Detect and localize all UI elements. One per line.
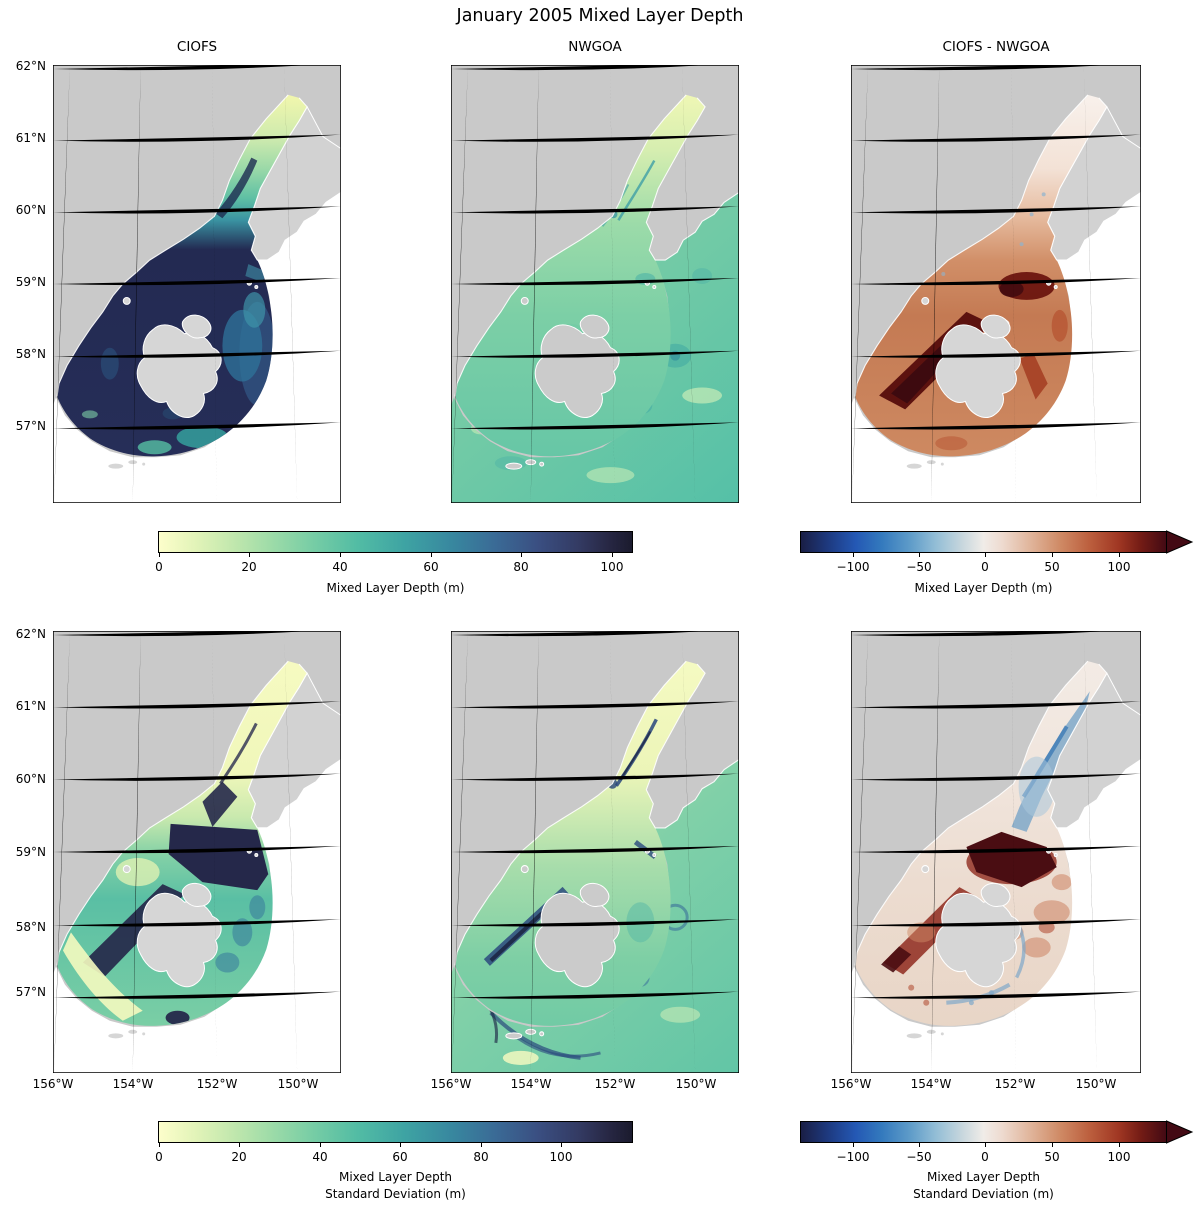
map-panel-ciofs-mean bbox=[53, 65, 341, 503]
colorbar-tickmark bbox=[853, 553, 854, 557]
colorbar-tickmark bbox=[919, 553, 920, 557]
colorbar-label-mld: Mixed Layer Depth (m) bbox=[326, 581, 465, 595]
lon-tick: 154°W bbox=[510, 1077, 552, 1091]
map-panel-nwgoa-mean bbox=[451, 65, 739, 503]
colorbar-label-mld-std-diff-line1: Mixed Layer Depth bbox=[926, 1170, 1041, 1184]
colorbar-tick-label: 50 bbox=[1044, 560, 1060, 574]
map-panel-ciofs-std bbox=[53, 631, 341, 1073]
colorbar-tickmark bbox=[1052, 1143, 1053, 1147]
colorbar-tick-label: 20 bbox=[231, 1150, 247, 1164]
colorbar-tick-label: 40 bbox=[312, 1150, 328, 1164]
lon-tick: 156°W bbox=[32, 1077, 74, 1091]
lat-tick: 57°N bbox=[15, 419, 46, 433]
colorbar-tickmark bbox=[159, 1143, 160, 1147]
lon-tick: 150°W bbox=[277, 1077, 319, 1091]
colorbar-label-mld-std-line1: Mixed Layer Depth bbox=[338, 1170, 453, 1184]
colorbar-label-mld-diff: Mixed Layer Depth (m) bbox=[914, 581, 1053, 595]
lat-tick: 61°N bbox=[15, 131, 46, 145]
lat-tick: 59°N bbox=[15, 275, 46, 289]
colorbar-mld-std bbox=[158, 1121, 633, 1143]
lon-tick: 152°W bbox=[196, 1077, 238, 1091]
map-panel-nwgoa-std bbox=[451, 631, 739, 1073]
figure-title: January 2005 Mixed Layer Depth bbox=[456, 6, 744, 26]
colorbar-tick-label: −50 bbox=[906, 560, 932, 574]
lon-tick: 152°W bbox=[994, 1077, 1036, 1091]
colorbar-tickmark bbox=[985, 1143, 986, 1147]
colorbar-tick-label: 40 bbox=[332, 560, 348, 574]
lon-tick: 156°W bbox=[430, 1077, 472, 1091]
colorbar-tickmark bbox=[239, 1143, 240, 1147]
lat-tick: 57°N bbox=[15, 985, 46, 999]
lat-tick: 60°N bbox=[15, 772, 46, 786]
colorbar-tickmark bbox=[481, 1143, 482, 1147]
lat-tick: 58°N bbox=[15, 347, 46, 361]
map-diff-mean bbox=[851, 65, 1141, 503]
colorbar-tickmark bbox=[159, 553, 160, 557]
lat-tick: 58°N bbox=[15, 920, 46, 934]
colorbar-tickmark bbox=[919, 1143, 920, 1147]
lat-tick: 59°N bbox=[15, 845, 46, 859]
colorbar-tickmark bbox=[521, 553, 522, 557]
colorbar-tickmark bbox=[1119, 553, 1120, 557]
mld-field-texture bbox=[81, 157, 276, 455]
colorbar-mld-diff bbox=[800, 531, 1167, 553]
lon-tick: 150°W bbox=[675, 1077, 717, 1091]
map-panel-diff-mean bbox=[851, 65, 1141, 503]
colorbar-mld bbox=[158, 531, 633, 553]
colorbar-label-mld-std-line2: Standard Deviation (m) bbox=[325, 1187, 466, 1201]
map-ciofs-mean bbox=[53, 65, 341, 503]
map-panel-diff-std bbox=[851, 631, 1141, 1073]
colorbar-tick-label: −100 bbox=[836, 560, 870, 574]
map-nwgoa-mean bbox=[451, 65, 739, 503]
colorbar-mld-std-diff bbox=[800, 1121, 1167, 1143]
colorbar-tickmark bbox=[612, 553, 613, 557]
lon-tick: 150°W bbox=[1075, 1077, 1117, 1091]
panel-title-ciofs: CIOFS bbox=[176, 39, 218, 55]
colorbar-tickmark bbox=[853, 1143, 854, 1147]
colorbar-tick-label: 0 bbox=[155, 1150, 163, 1164]
colorbar-tickmark bbox=[561, 1143, 562, 1147]
colorbar-tickmark bbox=[431, 553, 432, 557]
colorbar-tick-label: 60 bbox=[423, 560, 439, 574]
lon-tick: 156°W bbox=[830, 1077, 872, 1091]
colorbar-tickmark bbox=[1119, 1143, 1120, 1147]
colorbar-extend-arrow bbox=[1166, 1120, 1194, 1144]
colorbar-tick-label: 50 bbox=[1044, 1150, 1060, 1164]
colorbar-tick-label: 100 bbox=[600, 560, 624, 574]
lat-tick: 60°N bbox=[15, 203, 46, 217]
colorbar-tick-label: 0 bbox=[981, 1150, 989, 1164]
colorbar-tick-label: 20 bbox=[241, 560, 257, 574]
lon-tick: 154°W bbox=[112, 1077, 154, 1091]
colorbar-tick-label: 100 bbox=[549, 1150, 573, 1164]
colorbar-tick-label: 80 bbox=[473, 1150, 489, 1164]
colorbar-tick-label: 80 bbox=[513, 560, 529, 574]
colorbar-tick-label: −50 bbox=[906, 1150, 932, 1164]
colorbar-tick-label: 100 bbox=[1107, 1150, 1131, 1164]
colorbar-tick-label: 60 bbox=[392, 1150, 408, 1164]
map-nwgoa-std bbox=[451, 631, 739, 1073]
colorbar-tickmark bbox=[249, 553, 250, 557]
lat-tick: 62°N bbox=[15, 59, 46, 73]
lat-tick: 61°N bbox=[15, 699, 46, 713]
map-diff-std bbox=[851, 631, 1141, 1073]
colorbar-tickmark bbox=[340, 553, 341, 557]
lon-tick: 152°W bbox=[594, 1077, 636, 1091]
colorbar-tick-label: 100 bbox=[1107, 560, 1131, 574]
colorbar-tickmark bbox=[1052, 553, 1053, 557]
colorbar-tick-label: 0 bbox=[981, 560, 989, 574]
colorbar-label-mld-std-diff-line2: Standard Deviation (m) bbox=[913, 1187, 1054, 1201]
colorbar-tick-label: −100 bbox=[836, 1150, 870, 1164]
map-ciofs-std bbox=[53, 631, 341, 1073]
colorbar-extend-arrow bbox=[1166, 530, 1194, 554]
lat-tick: 62°N bbox=[15, 627, 46, 641]
colorbar-tick-label: 0 bbox=[155, 560, 163, 574]
panel-title-nwgoa: NWGOA bbox=[568, 39, 622, 55]
lon-tick: 154°W bbox=[910, 1077, 952, 1091]
panel-title-diff: CIOFS - NWGOA bbox=[942, 39, 1050, 55]
colorbar-tickmark bbox=[985, 553, 986, 557]
colorbar-tickmark bbox=[320, 1143, 321, 1147]
colorbar-tickmark bbox=[400, 1143, 401, 1147]
